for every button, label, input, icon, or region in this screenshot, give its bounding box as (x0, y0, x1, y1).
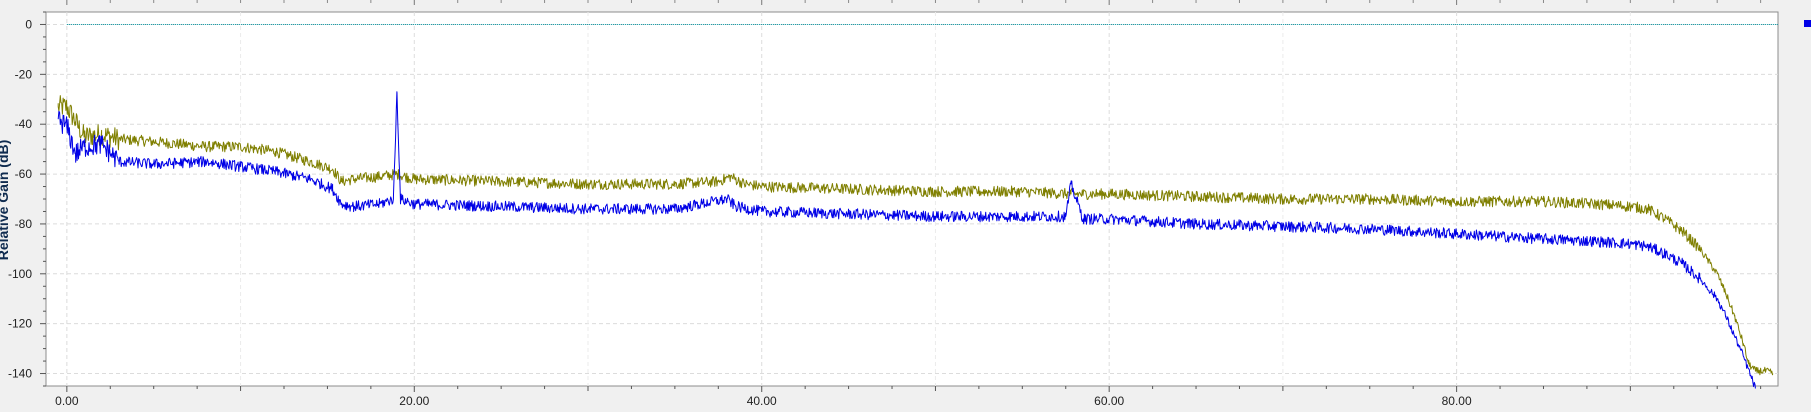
y-tick-label: -80 (15, 217, 33, 231)
y-tick-label: -100 (8, 267, 32, 281)
y-tick-label: 0 (25, 17, 32, 31)
series-group (57, 23, 1778, 389)
series-line-blue (57, 91, 1756, 389)
legend-marker[interactable] (1804, 20, 1811, 27)
y-axis-label: Relative Gain (dB) (0, 140, 11, 261)
y-tick-label: -120 (8, 317, 32, 331)
x-tick-label: 20.00 (399, 394, 429, 407)
y-tick-label: -60 (15, 167, 33, 181)
x-tick-label: 0.00 (55, 394, 79, 407)
x-tick-label: 60.00 (1094, 394, 1124, 407)
y-tick-label: -20 (15, 67, 33, 81)
y-tick-label: -140 (8, 367, 32, 381)
series-line-olive (57, 95, 1774, 376)
x-tick-label: 80.00 (1442, 394, 1472, 407)
y-tick-label: -40 (15, 117, 33, 131)
tick-labels: 0.00 20.00 40.00 60.00 80.00 0 -20 -40 -60 -80 -10… (8, 17, 1472, 408)
plot-area (45, 11, 1779, 387)
tick-marks (40, 0, 1762, 392)
x-tick-label: 40.00 (747, 394, 777, 407)
